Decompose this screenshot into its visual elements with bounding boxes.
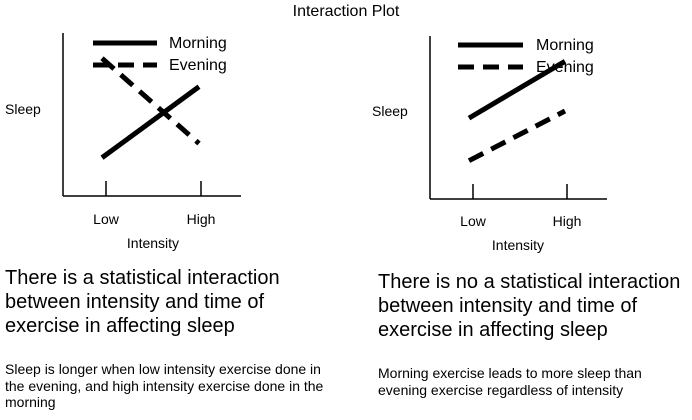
right-description: Morning exercise leads to more sleep tha…	[378, 365, 642, 398]
plot2-tick-label-low: Low	[460, 213, 487, 229]
left-heading: There is a statistical interaction betwe…	[5, 267, 280, 337]
plot1-y-axis-label: Sleep	[5, 101, 41, 117]
plot2-series-evening-line	[467, 108, 567, 163]
plot1-legend-morning-label: Morning	[169, 35, 227, 52]
plot1-tick-label-low: Low	[93, 211, 120, 227]
left-description: Sleep is longer when low intensity exerc…	[5, 361, 324, 410]
plot2-x-axis-label: Intensity	[492, 237, 544, 253]
plot2-tick-label-high: High	[553, 213, 582, 229]
plot1-series-morning-line	[100, 84, 201, 160]
plot1-x-axis-label: Intensity	[127, 235, 179, 251]
right-heading: There is no a statistical interaction be…	[378, 271, 681, 341]
plot1-series-evening-line	[100, 56, 201, 146]
plot2-series-morning-line	[467, 59, 567, 121]
plot1-legend-evening-label: Evening	[169, 57, 227, 74]
plot2-legend-evening-label: Evening	[536, 59, 594, 76]
figure-title: Interaction Plot	[292, 3, 400, 20]
plot1-tick-label-high: High	[187, 211, 216, 227]
plot2-y-axis-label: Sleep	[372, 103, 408, 119]
plot2-legend-morning-label: Morning	[536, 37, 594, 54]
